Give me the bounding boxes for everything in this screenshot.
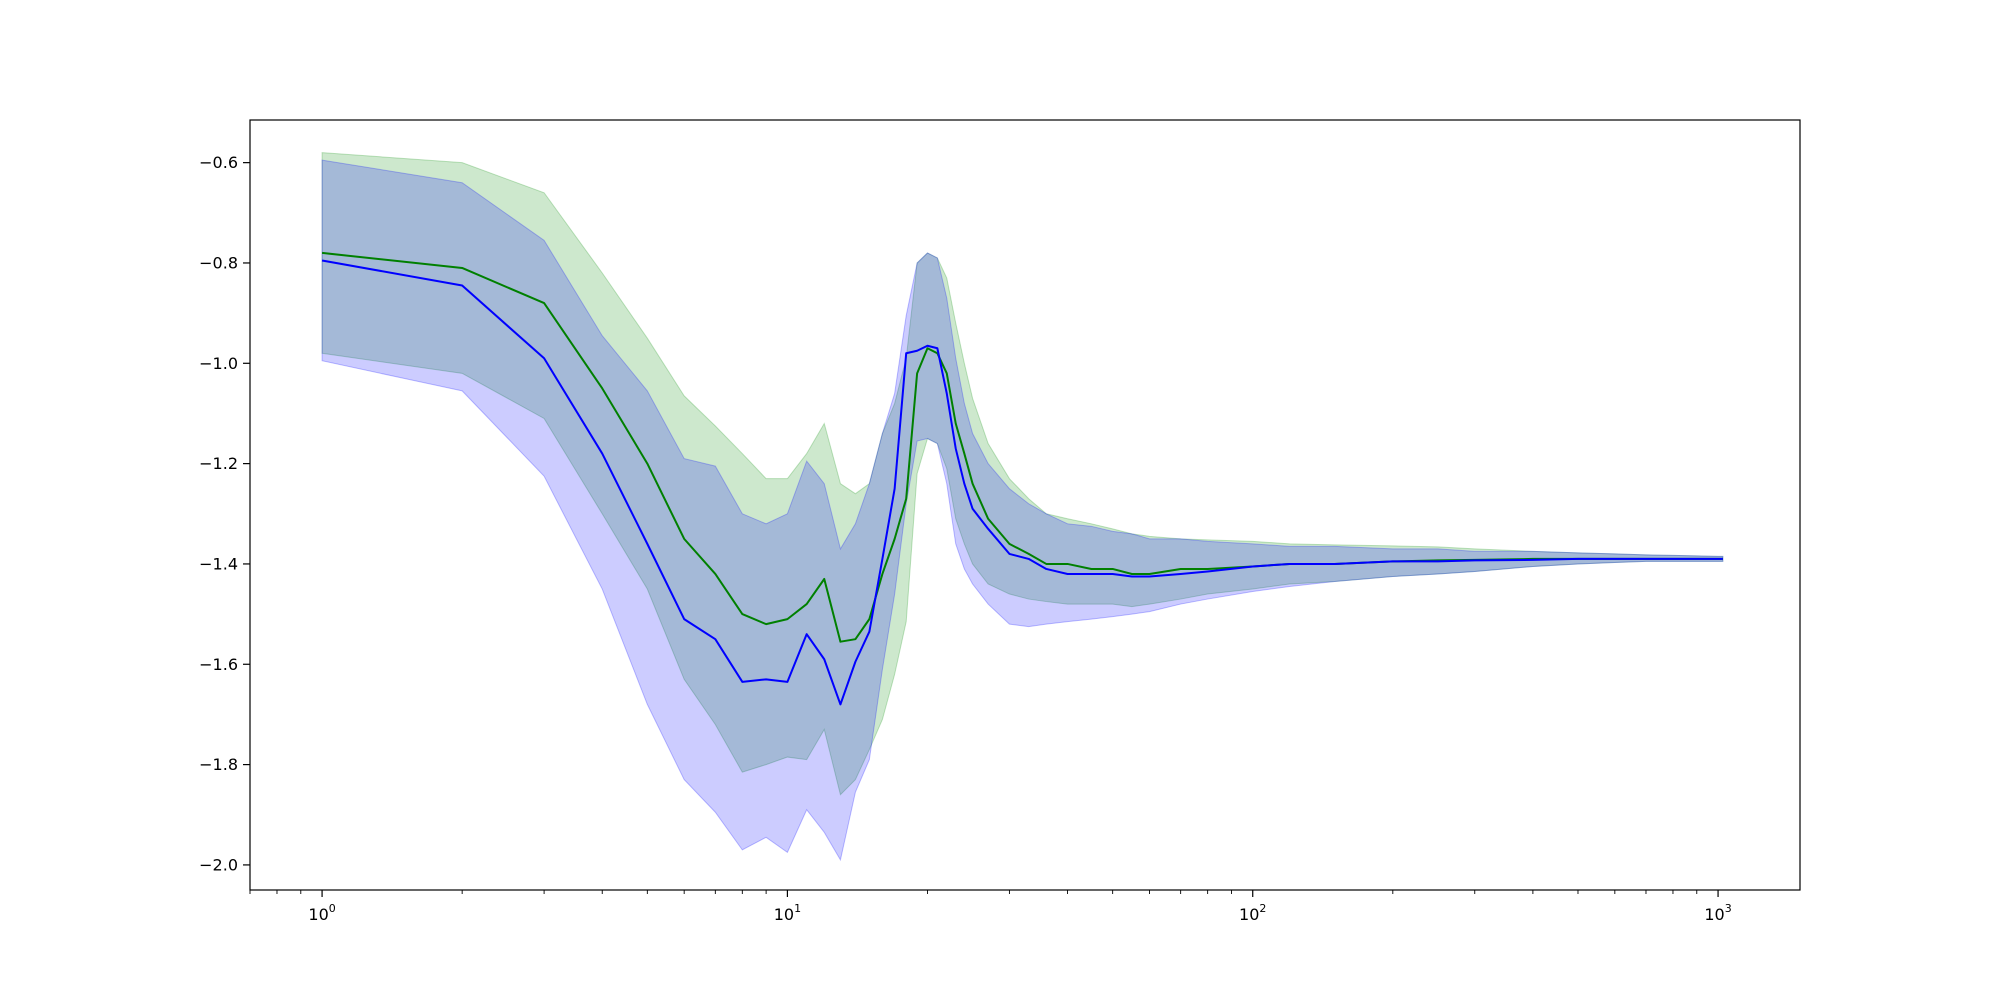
y-tick-label: −0.8 — [199, 253, 238, 272]
plot-area — [321, 152, 1724, 862]
x-axis-ticks: 100 101 102 103 — [249, 890, 1732, 924]
x-tick-label: 100 — [308, 902, 335, 924]
confidence-bands — [321, 152, 1724, 862]
y-tick-label: −1.2 — [199, 454, 238, 473]
series-0-band — [321, 152, 1724, 796]
x-tick-label: 102 — [1239, 902, 1266, 924]
x-tick-label: 101 — [774, 902, 801, 924]
y-tick-label: −1.4 — [199, 554, 238, 573]
y-tick-label: −1.6 — [199, 655, 238, 674]
y-tick-label: −1.8 — [199, 755, 238, 774]
y-tick-label: −1.0 — [199, 354, 238, 373]
series-1-band — [321, 159, 1724, 862]
x-tick-label: 103 — [1704, 902, 1731, 924]
y-tick-label: −0.6 — [199, 153, 238, 172]
series-1-line — [321, 259, 1723, 706]
y-axis-ticks: −0.6 −0.8 −1.0 −1.2 −1.4 −1.6 −1.8 −2.0 — [199, 153, 250, 874]
series-lines — [321, 251, 1723, 706]
axes-frame — [249, 119, 1801, 891]
y-tick-label: −2.0 — [199, 855, 238, 874]
